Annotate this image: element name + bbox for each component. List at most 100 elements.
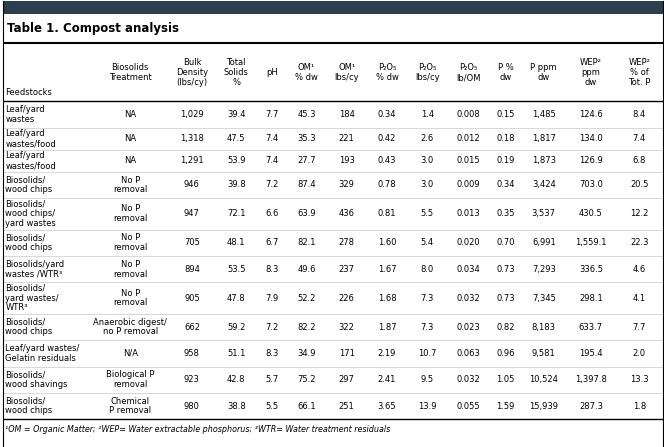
Text: 1,817: 1,817 [532, 134, 556, 143]
Text: 0.35: 0.35 [496, 209, 515, 218]
Text: 2.19: 2.19 [378, 349, 396, 358]
Text: No P
removal: No P removal [113, 233, 147, 252]
Text: 0.063: 0.063 [456, 349, 480, 358]
Text: 134.0: 134.0 [579, 134, 603, 143]
Text: P₂O₅
% dw: P₂O₅ % dw [376, 63, 398, 82]
Text: 1,873: 1,873 [532, 156, 556, 165]
Text: 5.5: 5.5 [265, 401, 278, 411]
Text: 0.78: 0.78 [378, 181, 396, 190]
Text: 47.5: 47.5 [227, 134, 246, 143]
Text: 8.3: 8.3 [265, 265, 278, 274]
Text: 39.8: 39.8 [227, 181, 246, 190]
Bar [3, 230, 663, 256]
Bar [3, 393, 663, 419]
Text: 4.1: 4.1 [633, 294, 646, 303]
Text: 66.1: 66.1 [297, 401, 315, 411]
Text: 3.0: 3.0 [421, 181, 434, 190]
Text: 8,183: 8,183 [532, 323, 556, 332]
Text: 6.7: 6.7 [265, 238, 278, 247]
Text: 1.4: 1.4 [421, 110, 434, 119]
Text: 958: 958 [184, 349, 200, 358]
Text: P₂O₅
lb/OM: P₂O₅ lb/OM [456, 63, 481, 82]
Text: 7.4: 7.4 [265, 134, 278, 143]
Text: 72.1: 72.1 [227, 209, 246, 218]
Text: 7,293: 7,293 [532, 265, 556, 274]
Text: 15,939: 15,939 [529, 401, 558, 411]
Text: 0.015: 0.015 [457, 156, 480, 165]
Text: 0.18: 0.18 [496, 134, 515, 143]
Text: 10,524: 10,524 [529, 375, 558, 384]
Text: 171: 171 [339, 349, 355, 358]
Text: 633.7: 633.7 [579, 323, 603, 332]
Text: Leaf/yard
wastes/food: Leaf/yard wastes/food [5, 130, 56, 148]
Text: 12.2: 12.2 [630, 209, 649, 218]
Text: P ppm
dw: P ppm dw [531, 63, 557, 82]
Text: 8.0: 8.0 [421, 265, 434, 274]
Text: No P
removal: No P removal [113, 289, 147, 308]
Bar [3, 150, 663, 172]
Text: 0.73: 0.73 [496, 294, 515, 303]
Text: 221: 221 [339, 134, 355, 143]
Text: 1,397.8: 1,397.8 [575, 375, 607, 384]
Text: Table 1. Compost analysis: Table 1. Compost analysis [7, 22, 179, 35]
Text: 0.15: 0.15 [496, 110, 515, 119]
Text: 905: 905 [184, 294, 200, 303]
Text: Chemical
P removal: Chemical P removal [109, 397, 151, 415]
Text: ¹OM = Organic Matter; ²WEP= Water extractable phosphorus; ³WTR= Water treatment : ¹OM = Organic Matter; ²WEP= Water extrac… [5, 425, 390, 434]
Text: 87.4: 87.4 [297, 181, 315, 190]
Text: 278: 278 [339, 238, 355, 247]
Text: 34.9: 34.9 [297, 349, 315, 358]
Text: NA: NA [124, 134, 136, 143]
Text: 0.96: 0.96 [496, 349, 515, 358]
Text: 1.68: 1.68 [378, 294, 396, 303]
Text: pH: pH [266, 68, 278, 77]
Text: 9.5: 9.5 [421, 375, 434, 384]
Text: 5.7: 5.7 [265, 375, 278, 384]
Bar [3, 128, 663, 150]
Bar [3, 314, 663, 340]
Text: 0.034: 0.034 [457, 265, 480, 274]
Text: Biosolids/yard
wastes /WTR³: Biosolids/yard wastes /WTR³ [5, 260, 64, 278]
Text: 298.1: 298.1 [579, 294, 603, 303]
Text: 1,318: 1,318 [180, 134, 204, 143]
Text: 0.020: 0.020 [457, 238, 480, 247]
Text: 5.5: 5.5 [421, 209, 434, 218]
Text: 1,291: 1,291 [180, 156, 204, 165]
Text: Feedstocks: Feedstocks [5, 88, 52, 97]
Text: 1.59: 1.59 [496, 401, 515, 411]
Text: 7.3: 7.3 [420, 323, 434, 332]
Text: 7.4: 7.4 [265, 156, 278, 165]
Text: Leaf/yard wastes/
Gelatin residuals: Leaf/yard wastes/ Gelatin residuals [5, 344, 80, 363]
Bar [3, 340, 663, 367]
Text: 1,559.1: 1,559.1 [575, 238, 607, 247]
Text: 6.6: 6.6 [265, 209, 278, 218]
Text: 7.2: 7.2 [265, 181, 278, 190]
Text: Biosolids/
wood chips/
yard wastes: Biosolids/ wood chips/ yard wastes [5, 200, 56, 228]
Text: 5.4: 5.4 [421, 238, 434, 247]
Text: P₂O₅
lbs/cy: P₂O₅ lbs/cy [415, 63, 440, 82]
Bar [3, 256, 663, 283]
Text: Biosolids
Treatment: Biosolids Treatment [109, 63, 151, 82]
Text: 0.82: 0.82 [496, 323, 515, 332]
Text: N/A: N/A [123, 349, 137, 358]
Text: NA: NA [124, 156, 136, 165]
Text: Total
Solids
%: Total Solids % [224, 58, 249, 87]
Text: 6,991: 6,991 [532, 238, 556, 247]
Text: 0.012: 0.012 [457, 134, 480, 143]
Text: 297: 297 [339, 375, 355, 384]
Text: Biological P
removal: Biological P removal [106, 371, 155, 389]
Text: No P
removal: No P removal [113, 260, 147, 278]
Text: 662: 662 [184, 323, 200, 332]
Text: 0.023: 0.023 [457, 323, 480, 332]
Text: 49.6: 49.6 [297, 265, 315, 274]
Text: Leaf/yard
wastes/food: Leaf/yard wastes/food [5, 152, 56, 170]
Text: 7.9: 7.9 [265, 294, 278, 303]
Text: 8.3: 8.3 [265, 349, 278, 358]
Text: Anaerobic digest/
no P removal: Anaerobic digest/ no P removal [94, 318, 167, 337]
Text: 237: 237 [339, 265, 355, 274]
Text: 20.5: 20.5 [630, 181, 649, 190]
Text: 35.3: 35.3 [297, 134, 315, 143]
Text: 2.0: 2.0 [633, 349, 646, 358]
Text: 1.87: 1.87 [378, 323, 396, 332]
Text: 126.9: 126.9 [579, 156, 603, 165]
